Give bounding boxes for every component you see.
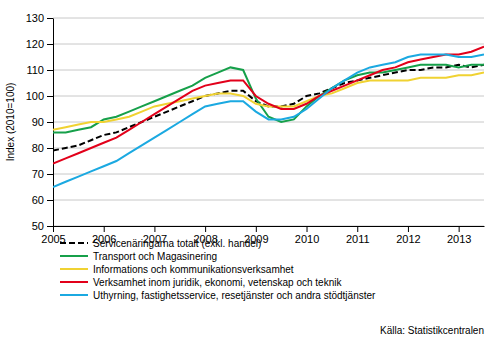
y-tick: 80 [32, 142, 53, 154]
y-tick-mark [47, 200, 53, 201]
legend: Servicenäringarna totalt (exkl. handel) T… [60, 238, 376, 301]
y-tick: 130 [26, 12, 53, 24]
y-tick-mark [47, 44, 53, 45]
series-line [53, 73, 484, 130]
y-tick-mark [47, 174, 53, 175]
x-tick: 2011 [346, 226, 370, 245]
y-axis-line [53, 19, 54, 227]
x-tick-label: 2012 [396, 233, 420, 245]
y-tick: 70 [32, 168, 53, 180]
legend-swatch [60, 255, 88, 257]
y-tick: 100 [26, 90, 53, 102]
x-tick-label: 2013 [447, 233, 471, 245]
chart: 5060708090100110120130200520062007200820… [0, 0, 496, 342]
legend-swatch [60, 268, 88, 270]
grid-line [53, 122, 484, 123]
legend-label: Transport och Magasinering [93, 251, 217, 262]
y-tick-mark [47, 226, 53, 227]
y-tick: 90 [32, 116, 53, 128]
grid-line [53, 200, 484, 201]
x-tick-label: 2010 [295, 233, 319, 245]
y-tick: 50 [32, 220, 53, 232]
y-tick-mark [47, 148, 53, 149]
grid-line [53, 226, 484, 227]
x-tick-mark [154, 226, 155, 232]
y-tick-mark [47, 18, 53, 19]
grid-line [53, 174, 484, 175]
x-tick-mark [408, 226, 409, 232]
y-tick-label: 50 [32, 220, 44, 232]
grid-line [53, 44, 484, 45]
y-axis-title: Index (2010=100) [5, 83, 16, 162]
legend-swatch [60, 281, 88, 283]
y-tick-label: 70 [32, 168, 44, 180]
x-tick: 2013 [447, 226, 471, 245]
x-tick-label: 2011 [346, 233, 370, 245]
y-tick: 120 [26, 38, 53, 50]
source: Källa: Statistikcentralen [380, 325, 484, 336]
x-tick-mark [256, 226, 257, 232]
y-tick-label: 80 [32, 142, 44, 154]
x-tick: 2005 [41, 226, 65, 245]
x-tick-mark [357, 226, 358, 232]
y-tick-label: 130 [26, 12, 44, 24]
plot: 5060708090100110120130200520062007200820… [26, 12, 485, 245]
y-tick: 60 [32, 194, 53, 206]
lines [53, 47, 484, 187]
x-tick: 2010 [295, 226, 319, 245]
legend-label: Servicenäringarna totalt (exkl. handel) [93, 238, 261, 249]
legend-label: Verksamhet inom juridik, ekonomi, vetens… [93, 277, 342, 288]
series-line [53, 47, 484, 164]
y-axis: 50 60 70 80 90 100 110 120 130 [26, 12, 54, 232]
x-tick-mark [205, 226, 206, 232]
x-tick-mark [459, 226, 460, 232]
grid [53, 18, 484, 226]
y-tick-label: 100 [26, 90, 44, 102]
x-tick-mark [104, 226, 105, 232]
grid-line [53, 148, 484, 149]
y-tick-label: 110 [26, 64, 44, 76]
series-line [53, 54, 484, 187]
x-tick-mark [307, 226, 308, 232]
y-tick-label: 90 [32, 116, 44, 128]
legend-label: Informations och kommunikationsverksamhe… [93, 264, 294, 275]
y-tick: 110 [26, 64, 53, 76]
series-line [53, 65, 484, 133]
y-tick-mark [47, 122, 53, 123]
y-tick-label: 120 [26, 38, 44, 50]
y-tick-mark [47, 70, 53, 71]
legend-label: Uthyrning, fastighetsservice, resetjänst… [93, 290, 376, 301]
legend-swatch [60, 294, 88, 296]
x-tick: 2012 [396, 226, 420, 245]
x-axis-line [54, 226, 485, 227]
y-tick-label: 60 [32, 194, 44, 206]
grid-line [53, 18, 484, 19]
x-tick-mark [53, 226, 54, 232]
grid-line [53, 96, 484, 97]
legend-swatch [60, 242, 88, 244]
y-tick-mark [47, 96, 53, 97]
